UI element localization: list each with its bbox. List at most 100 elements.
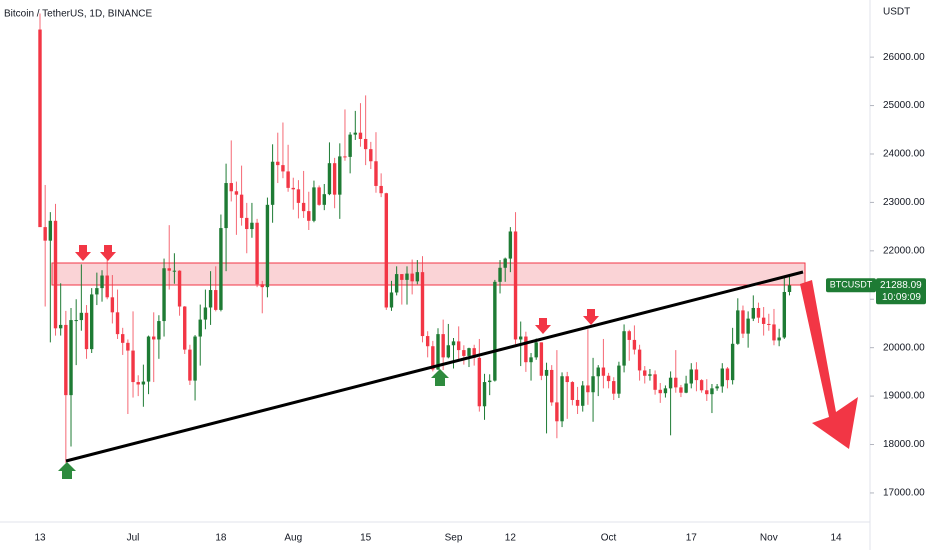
candle-body (291, 187, 295, 190)
candle-body (730, 343, 735, 381)
candle-body (286, 171, 290, 188)
y-tick-label: 19000.00 (883, 391, 925, 402)
trend-line (65, 270, 804, 463)
candle-body (684, 383, 688, 393)
candle-body (508, 231, 513, 259)
x-tick-label: 17 (686, 533, 698, 544)
candle-body (425, 336, 430, 347)
candle-body (560, 376, 564, 422)
candle-body (761, 317, 766, 324)
candle-body (327, 163, 332, 195)
candle-body (353, 132, 357, 135)
candle-body (358, 132, 363, 139)
candle-body (741, 310, 745, 334)
candle-body (787, 285, 792, 292)
candle-body (663, 388, 668, 394)
candle-body (637, 349, 642, 371)
candle-body (612, 381, 616, 394)
candle-body (679, 387, 683, 393)
candle-body (431, 346, 435, 370)
resistance-zone (51, 262, 806, 286)
y-unit: USDT (883, 7, 910, 18)
candle-body (622, 331, 626, 366)
candle-body (467, 348, 471, 356)
candle-body (482, 382, 487, 407)
candle-body (332, 163, 337, 195)
candle-body (219, 228, 223, 310)
x-tick-label: 13 (34, 533, 46, 544)
candle-body (674, 377, 678, 388)
candle-body (255, 222, 259, 285)
candle-body (570, 382, 575, 400)
candle-body (586, 385, 590, 393)
candle-body (152, 336, 156, 340)
y-tick-label: 20000.00 (883, 342, 925, 353)
down-arrow (583, 309, 599, 325)
candle-body (477, 357, 482, 407)
candle-body (69, 320, 73, 396)
candle-body (167, 268, 171, 271)
candle-body (725, 368, 730, 381)
x-tick-label: Jul (127, 533, 140, 544)
candle-body (307, 211, 311, 221)
candle-body (343, 156, 347, 158)
candle-body (53, 220, 58, 329)
candle-body (136, 382, 140, 385)
candle-body (565, 376, 569, 383)
candle-body (736, 310, 740, 344)
candle-body (234, 191, 239, 195)
candle-body (617, 365, 621, 394)
candle-body (384, 193, 389, 308)
candle-body (301, 202, 306, 212)
candle-body (250, 222, 254, 230)
candle-body (64, 324, 68, 396)
candle-body (503, 258, 507, 268)
candle-body (446, 345, 451, 358)
candle-body (121, 334, 125, 343)
candle-body (115, 312, 120, 335)
candle-body (363, 138, 368, 150)
candle-body (265, 204, 270, 288)
up-arrow (58, 462, 76, 479)
candle-body (627, 331, 631, 340)
candle-body (456, 341, 461, 351)
price-label: 21288.09 (880, 280, 922, 291)
x-tick-label: Nov (760, 533, 778, 544)
candle-body (229, 183, 233, 192)
candle-body (374, 161, 378, 186)
candle-body (519, 336, 523, 340)
candle-body (224, 183, 228, 229)
candle-body (462, 350, 466, 356)
down-arrow (535, 318, 551, 334)
candle-body (348, 134, 352, 157)
price-box (876, 278, 926, 305)
candle-body (513, 231, 518, 340)
candle-body (400, 274, 404, 280)
x-tick-label: Oct (601, 533, 617, 544)
candle-body (632, 339, 637, 350)
candle-body (575, 399, 580, 406)
down-arrow (100, 245, 116, 261)
candle-body (544, 369, 549, 376)
candle-body (38, 29, 42, 228)
candle-body (405, 273, 409, 280)
candle-body (705, 390, 709, 395)
candle-body (126, 342, 130, 351)
candle-body (239, 194, 244, 218)
candle-body (157, 321, 161, 340)
countdown-label: 10:09:09 (882, 292, 921, 303)
candle-body (203, 307, 208, 320)
candle-body (172, 270, 177, 272)
candle-body (710, 388, 714, 395)
candle-body (550, 369, 554, 403)
candle-body (689, 369, 693, 384)
candle-body (214, 290, 218, 310)
candle-body (591, 376, 595, 393)
candle-body (296, 189, 301, 203)
candle-body (188, 349, 192, 381)
candle-body (643, 370, 647, 376)
candle-body (281, 165, 285, 172)
candle-body (451, 341, 456, 346)
candle-body (720, 368, 724, 387)
